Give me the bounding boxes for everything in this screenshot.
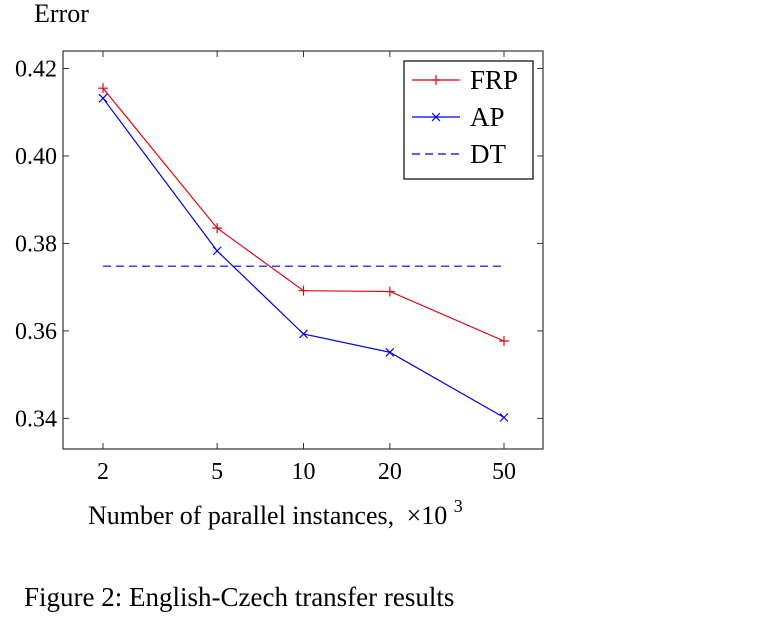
series-ap-point — [299, 329, 308, 339]
series-ap-point — [499, 413, 509, 422]
series-frp-point — [98, 83, 108, 94]
y-axis: 0.34 0.36 0.38 0.40 0.42 — [15, 56, 543, 432]
x-tick-label: 50 — [492, 459, 516, 485]
series-group — [98, 83, 509, 422]
legend-label: DT — [470, 139, 506, 169]
legend-label: AP — [470, 102, 505, 132]
x-tick-label: 20 — [378, 459, 402, 485]
y-tick-label: 0.34 — [15, 406, 57, 432]
series-ap-point — [385, 347, 395, 357]
series-ap — [98, 93, 509, 422]
legend-item-frp: FRP — [412, 65, 518, 95]
legend: FRP AP DT — [403, 60, 534, 180]
series-frp — [98, 83, 509, 346]
x-axis-exponent: 3 — [454, 496, 463, 516]
series-frp-point — [298, 285, 309, 296]
y-axis-label: Error — [34, 0, 89, 28]
x-axis-label: Number of parallel instances, ×10 3 — [88, 496, 463, 530]
x-tick-label: 10 — [292, 459, 316, 485]
series-frp-point — [384, 286, 395, 297]
series-frp-point — [212, 223, 223, 234]
y-tick-label: 0.36 — [15, 319, 57, 345]
legend-label: FRP — [470, 65, 518, 95]
legend-box — [403, 60, 534, 180]
x-tick-label: 5 — [211, 459, 223, 485]
legend-item-ap: AP — [412, 102, 505, 132]
legend-item-dt: DT — [412, 139, 506, 169]
series-ap-point — [212, 246, 222, 256]
x-axis: 2 5 10 20 50 — [97, 51, 516, 485]
legend-marker — [431, 75, 441, 85]
y-tick-label: 0.38 — [15, 231, 57, 257]
series-ap-point — [98, 93, 108, 103]
figure-caption: Figure 2: English-Czech transfer results — [24, 582, 454, 612]
x-tick-label: 2 — [97, 459, 109, 485]
series-frp-point — [499, 335, 509, 346]
legend-marker — [431, 112, 441, 122]
y-tick-label: 0.40 — [15, 144, 57, 170]
x-axis-scale: ×10 — [407, 501, 448, 530]
y-tick-label: 0.42 — [15, 56, 57, 82]
